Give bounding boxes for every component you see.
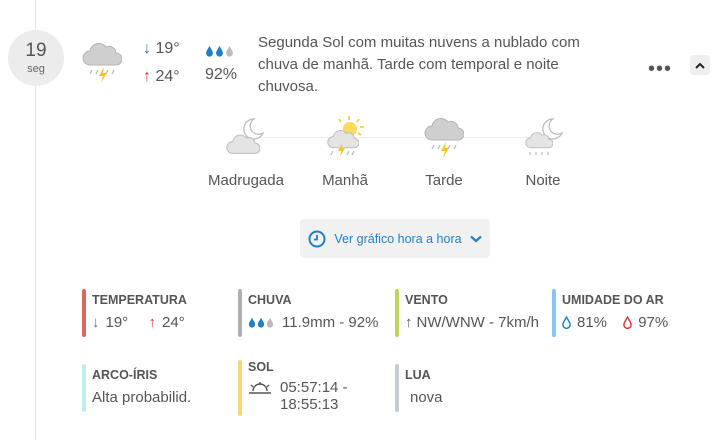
detail-sun: SOL 05:57:14 - 18:55:13 <box>238 360 368 416</box>
detail-moon: LUA nova <box>395 364 443 412</box>
detail-rain: CHUVA 11.9mm - 92% <box>238 289 378 337</box>
period-noite: Noite <box>488 115 598 189</box>
timeline-line <box>35 0 36 440</box>
color-bar <box>82 289 86 337</box>
wind-direction-arrow-icon: ↑ <box>405 314 413 331</box>
humidity-min-drop-icon <box>562 316 571 329</box>
humidity-max-drop-icon <box>623 316 633 329</box>
sunrise-icon <box>249 382 271 394</box>
moon-cloud-icon <box>226 118 264 154</box>
day-description: Segunda Sol com muitas nuvens a nublado … <box>258 34 580 95</box>
rain-drops-icon <box>248 317 274 328</box>
rain-drops-icon <box>205 44 235 62</box>
detail-rainbow: ARCO-ÍRIS Alta probabilid. <box>82 364 191 412</box>
moon-cloud-rain-icon <box>525 118 563 155</box>
cloud-rain-thunder-icon <box>80 40 124 89</box>
day-badge: 19 seg <box>8 30 64 86</box>
arrow-up-icon: ↑ <box>148 314 157 331</box>
more-options-icon[interactable]: ••• <box>648 58 673 80</box>
rain-probability: 92% <box>205 66 238 83</box>
period-manha: Manhã <box>290 115 400 189</box>
day-number: 19 <box>25 40 47 61</box>
arrow-down-icon: ↓ <box>92 314 100 331</box>
sun-cloud-thunder-icon <box>327 116 364 157</box>
hourly-chart-button[interactable]: Ver gráfico hora a hora <box>300 219 490 258</box>
detail-temperature: TEMPERATURA ↓ 19° ↑ 24° <box>82 289 187 337</box>
period-madrugada: Madrugada <box>191 115 301 189</box>
color-bar <box>238 360 242 416</box>
color-bar <box>395 289 399 337</box>
max-temp: ↑ 24° <box>143 68 180 85</box>
arrow-down-icon: ↓ <box>143 40 151 57</box>
detail-humidity: UMIDADE DO AR 81% 97% <box>552 289 668 337</box>
color-bar <box>82 364 86 412</box>
collapse-button[interactable] <box>690 55 710 75</box>
weekday: seg <box>27 63 45 75</box>
chevron-down-icon <box>469 235 482 242</box>
min-temp: ↓ 19° <box>143 40 180 57</box>
color-bar <box>238 289 242 337</box>
cloud-thunder-icon <box>424 117 464 158</box>
clock-icon <box>308 230 326 247</box>
chevron-up-icon <box>695 62 705 69</box>
color-bar <box>552 289 556 337</box>
arrow-up-icon: ↑ <box>143 68 151 85</box>
periods-divider <box>246 137 546 138</box>
color-bar <box>395 364 399 412</box>
detail-wind: VENTO ↑ NW/WNW - 7km/h <box>395 289 539 337</box>
period-tarde: Tarde <box>389 115 499 189</box>
